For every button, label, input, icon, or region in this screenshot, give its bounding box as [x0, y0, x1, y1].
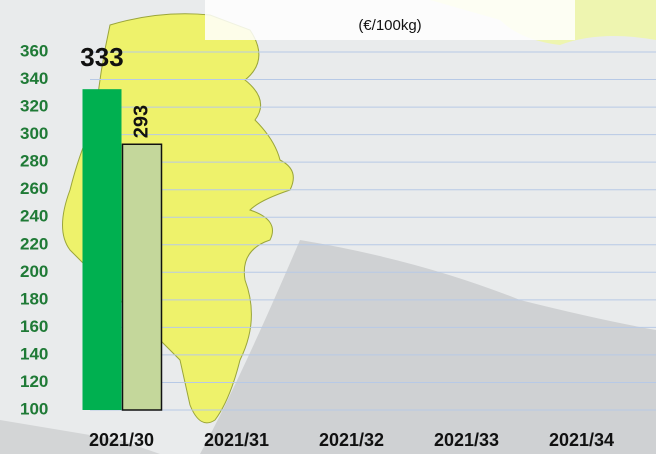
y-tick-label: 280 — [20, 152, 48, 171]
y-tick-label: 200 — [20, 262, 48, 281]
bar — [121, 143, 163, 411]
x-tick-label: 2021/32 — [319, 430, 384, 450]
y-tick-label: 140 — [20, 344, 48, 363]
y-tick-label: 100 — [20, 399, 48, 418]
title-box — [205, 0, 575, 40]
x-tick-label: 2021/33 — [434, 430, 499, 450]
land-shadow — [200, 240, 656, 454]
chart-subtitle: (€/100kg) — [358, 17, 421, 34]
x-tick-label: 2021/30 — [89, 430, 154, 450]
x-tick-label: 2021/31 — [204, 430, 269, 450]
y-tick-label: 320 — [20, 97, 48, 116]
land-shadow — [0, 420, 160, 454]
y-tick-label: 180 — [20, 289, 48, 308]
y-tick-label: 160 — [20, 317, 48, 336]
y-tick-label: 260 — [20, 179, 48, 198]
data-label: 333 — [80, 42, 123, 72]
y-tick-label: 340 — [20, 69, 48, 88]
x-tick-label: 2021/34 — [549, 430, 614, 450]
y-tick-label: 360 — [20, 41, 48, 60]
data-label: 293 — [130, 105, 152, 138]
bar — [82, 89, 122, 410]
y-tick-label: 300 — [20, 124, 48, 143]
y-tick-label: 220 — [20, 234, 48, 253]
y-tick-label: 240 — [20, 207, 48, 226]
y-tick-label: 120 — [20, 372, 48, 391]
